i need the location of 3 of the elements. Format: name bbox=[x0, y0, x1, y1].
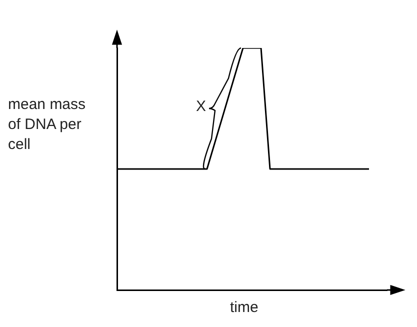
y-axis-title: mean mass of DNA per cell bbox=[8, 95, 87, 155]
x-axis-title: time bbox=[230, 298, 258, 318]
annotation: X bbox=[196, 96, 206, 116]
